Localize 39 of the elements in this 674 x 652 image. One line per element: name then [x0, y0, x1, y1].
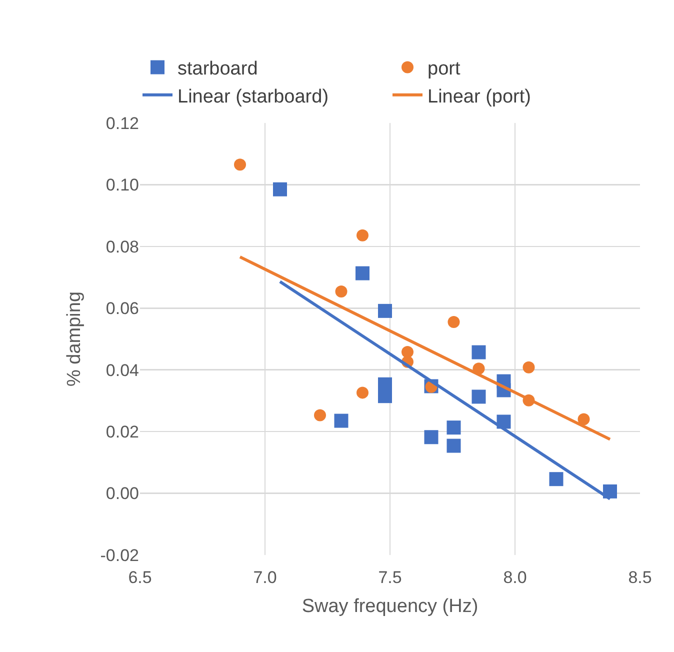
point — [472, 345, 486, 360]
point — [273, 182, 287, 196]
y-tick-label: 0.02 — [106, 422, 139, 442]
point — [448, 316, 460, 328]
x-tick-label: 7.5 — [378, 568, 402, 587]
point — [335, 285, 348, 298]
x-tick-label: 6.5 — [128, 568, 152, 587]
y-tick-label: 0.04 — [106, 360, 139, 380]
y-tick-label: -0.02 — [100, 546, 139, 565]
x-tick-label: 8.5 — [628, 568, 652, 587]
point — [522, 361, 535, 374]
point — [378, 304, 392, 318]
point — [446, 420, 461, 435]
legend-label: port — [428, 58, 461, 80]
x-tick-label: 8.0 — [503, 568, 527, 587]
y-tick-label: 0.06 — [106, 299, 139, 318]
legend-label: Linear (starboard) — [178, 86, 329, 108]
point — [378, 389, 392, 404]
x-axis-title: Sway frequency (Hz) — [302, 596, 478, 617]
point — [472, 390, 486, 404]
y-tick-label: 0.12 — [106, 114, 139, 133]
point — [578, 413, 590, 426]
point — [234, 158, 246, 171]
legend-label: starboard — [178, 58, 258, 80]
point — [334, 414, 348, 428]
legend-label: Linear (port) — [428, 86, 531, 108]
y-tick-label: 0.08 — [106, 237, 139, 256]
point — [356, 386, 368, 399]
point — [549, 472, 564, 486]
point — [314, 409, 326, 422]
point — [402, 346, 414, 358]
point — [446, 438, 461, 453]
y-tick-label: 0.10 — [106, 176, 139, 195]
x-tick-label: 7.0 — [253, 568, 277, 587]
y-axis-title: % damping — [64, 291, 86, 387]
point — [356, 266, 370, 280]
point — [424, 430, 438, 444]
y-tick-label: 0.00 — [106, 484, 139, 504]
point — [356, 229, 368, 242]
